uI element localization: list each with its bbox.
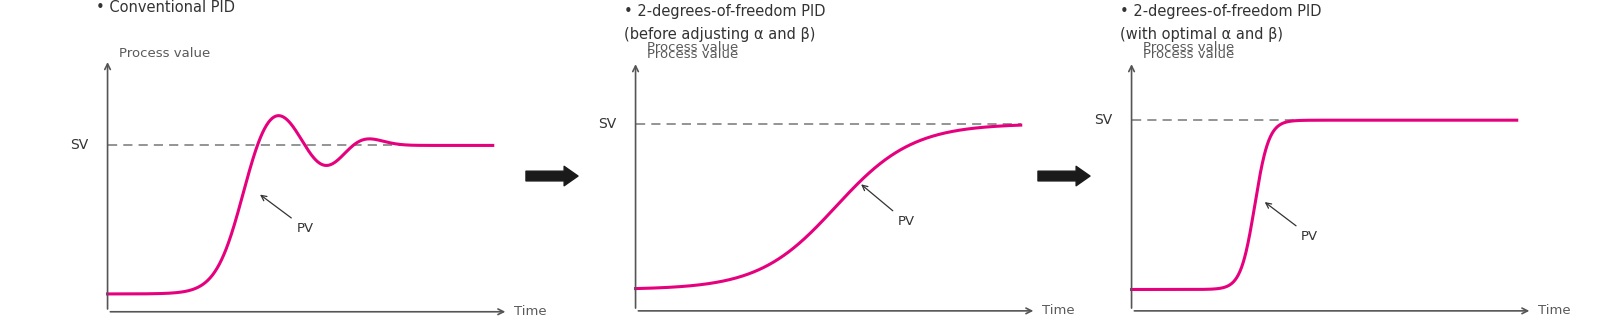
Text: SV: SV [70, 139, 88, 153]
Text: Process value: Process value [1142, 48, 1234, 61]
Text: SV: SV [598, 117, 616, 131]
Text: PV: PV [862, 185, 915, 228]
Text: Process value: Process value [118, 47, 210, 60]
Text: Time: Time [514, 305, 547, 318]
Text: Time: Time [1042, 304, 1075, 318]
Text: • Conventional PID: • Conventional PID [96, 0, 235, 15]
Text: Process value: Process value [646, 41, 738, 54]
Text: PV: PV [261, 196, 314, 235]
Text: (before adjusting α and β): (before adjusting α and β) [624, 27, 816, 42]
Text: Process value: Process value [1142, 41, 1234, 54]
Text: Process value: Process value [646, 48, 738, 61]
Text: SV: SV [1094, 113, 1112, 127]
Text: (with optimal α and β): (with optimal α and β) [1120, 27, 1283, 42]
Text: Time: Time [1538, 304, 1571, 318]
Text: • 2-degrees-of-freedom PID: • 2-degrees-of-freedom PID [1120, 4, 1322, 19]
Text: • 2-degrees-of-freedom PID: • 2-degrees-of-freedom PID [624, 4, 826, 19]
Text: PV: PV [1266, 203, 1318, 243]
